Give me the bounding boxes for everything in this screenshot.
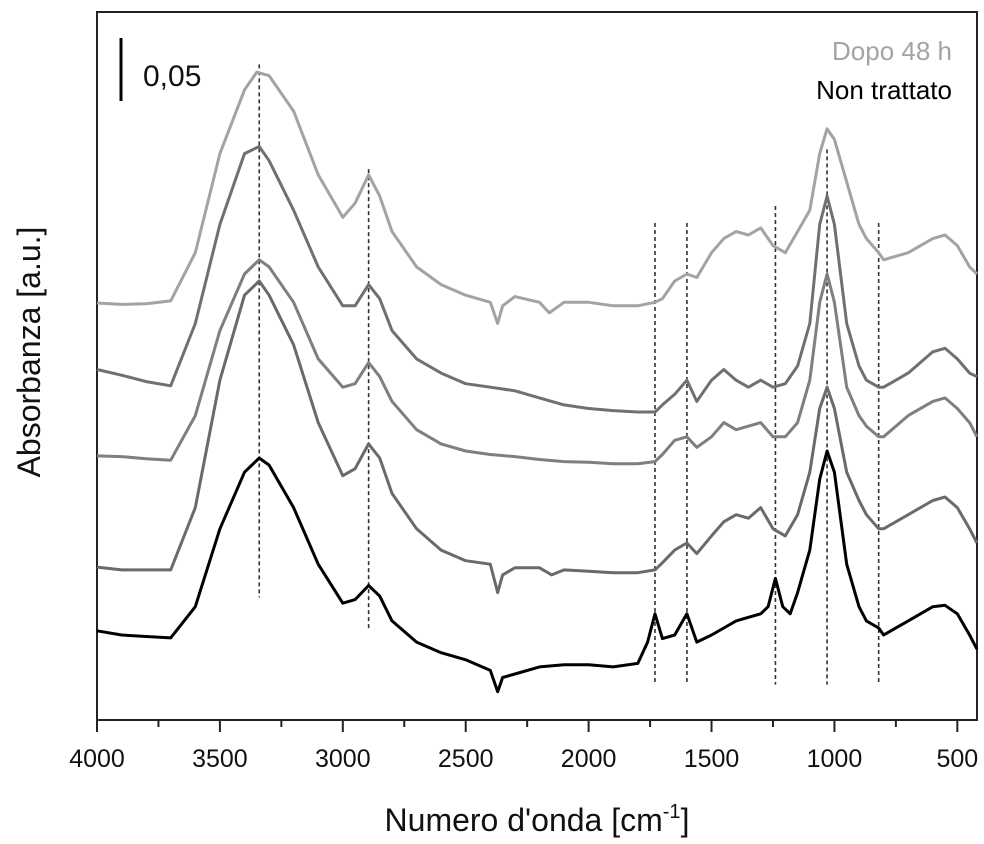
x-axis-label-main: Numero d'onda [cm [385,802,663,838]
x-tick-label: 2500 [438,745,494,773]
x-tick-label: 2000 [561,745,617,773]
x-tick-label: 1000 [807,745,863,773]
x-tick-label: 1500 [684,745,740,773]
spectrum-line-4 [96,279,979,595]
legend-entry-dopo-48h: Dopo 48 h [832,36,952,66]
x-axis-label: Numero d'onda [cm-1] [385,801,690,838]
spectrum-line-1 [96,70,979,325]
spectrum-line-5 [96,449,979,694]
legend-entry-non-trattato: Non trattato [816,75,952,105]
plot-frame [96,11,978,721]
scale-bar-label: 0,05 [143,60,201,93]
x-tick-label: 3000 [315,745,371,773]
spectrum-line-3 [96,258,979,466]
x-axis-label-suffix: ] [681,802,690,838]
x-axis-label-sup: -1 [663,801,681,823]
x-tick-label: 4000 [69,745,125,773]
x-tick-label: 500 [936,745,978,773]
x-tick-label: 3500 [192,745,248,773]
y-axis-label: Absorbanza [a.u.] [11,227,47,478]
spectrum-line-2 [96,145,978,414]
